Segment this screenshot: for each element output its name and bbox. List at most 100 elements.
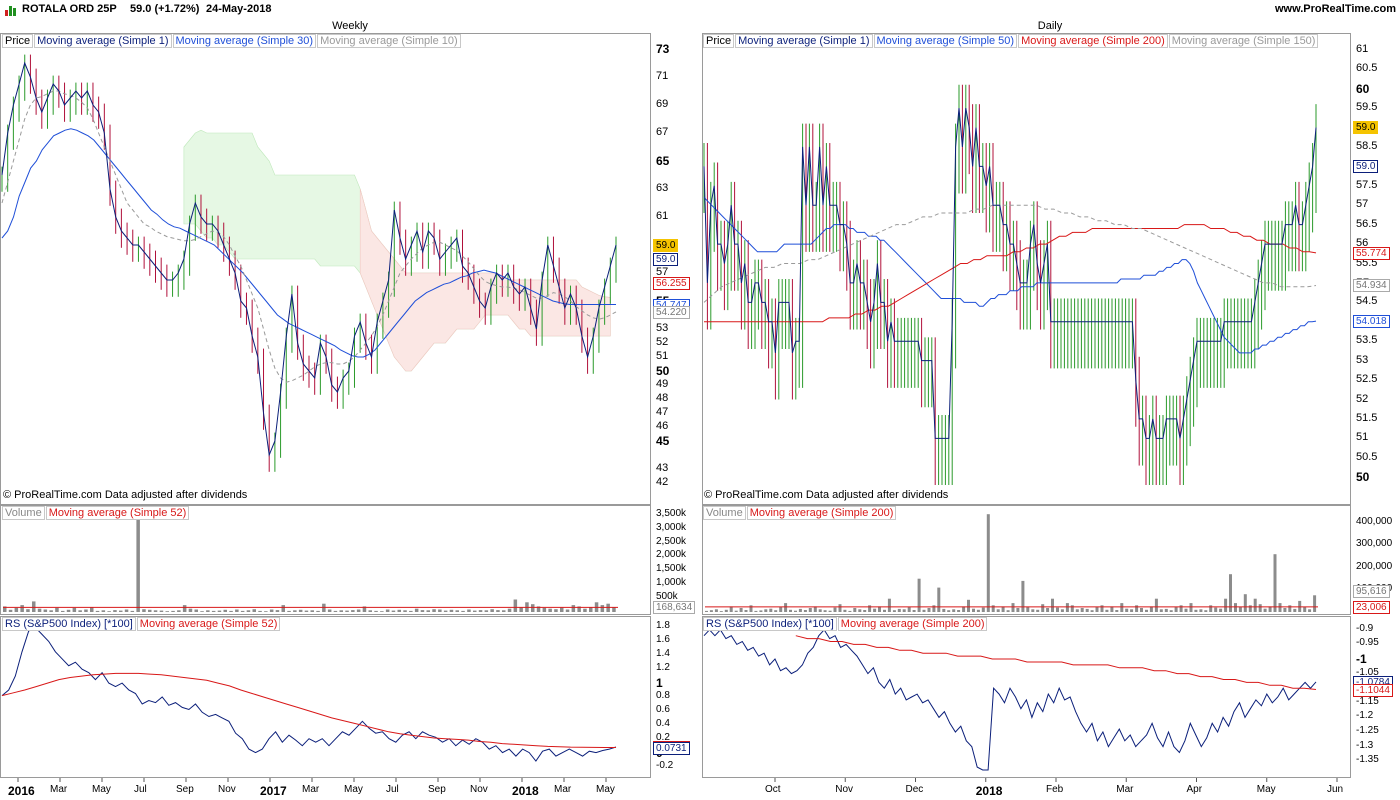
- volume-bar: [467, 609, 471, 612]
- volume-bar: [235, 609, 239, 612]
- y-tick-label: 49: [656, 378, 669, 390]
- volume-bar: [345, 610, 349, 612]
- volume-bar: [902, 609, 906, 612]
- volume-bar: [206, 610, 210, 612]
- last-value-tag: 59.0: [653, 239, 679, 252]
- volume-bar: [724, 609, 728, 612]
- rs-ma-line: [795, 635, 1317, 690]
- volume-bar: [853, 608, 857, 612]
- volume-bar: [409, 610, 413, 612]
- volume-bar: [1258, 604, 1262, 612]
- y-tick-label: 52: [656, 336, 669, 348]
- weekly-x-label: May: [596, 784, 615, 795]
- volume-bar: [972, 608, 975, 612]
- volume-bar: [1229, 574, 1232, 612]
- volume-bar: [200, 611, 204, 612]
- weekly-x-label: Jul: [134, 784, 147, 795]
- y-tick-label: 54.5: [1356, 295, 1378, 308]
- volume-bar: [531, 604, 535, 612]
- volume-bar: [1283, 608, 1287, 612]
- volume-bar: [1036, 609, 1040, 612]
- weekly-title: Weekly: [332, 20, 368, 32]
- ma30-line: [1, 128, 616, 358]
- volume-bar: [1095, 607, 1099, 612]
- weekly-x-label: May: [92, 784, 111, 795]
- volume-bar: [316, 610, 320, 612]
- volume-bar: [1194, 609, 1198, 612]
- volume-bar: [1115, 610, 1119, 612]
- volume-bar: [719, 611, 723, 612]
- volume-bar: [714, 609, 718, 612]
- volume-bar: [269, 609, 274, 612]
- weekly-x-label: 2018: [512, 784, 539, 798]
- rs-line: [703, 628, 1317, 771]
- volume-bar: [1248, 605, 1252, 612]
- volume-bar: [49, 610, 53, 612]
- volume-bar: [952, 609, 956, 612]
- volume-bar: [1288, 605, 1292, 612]
- y-tick-label: 42: [656, 476, 669, 488]
- volume-bar: [43, 609, 48, 612]
- last-value-tag: 23,006: [1353, 600, 1390, 614]
- daily-rs-legend: RS (S&P500 Index) [*100] Moving average …: [703, 617, 988, 631]
- weekly-price-legend: Price Moving average (Simple 1) Moving a…: [2, 34, 462, 48]
- volume-bar: [72, 607, 77, 612]
- y-tick-label: 50: [656, 364, 670, 378]
- volume-bar: [739, 608, 743, 612]
- weekly-volume-legend: Volume Moving average (Simple 52): [2, 506, 190, 520]
- volume-bar: [1303, 607, 1307, 612]
- volume-bar: [606, 603, 610, 612]
- volume-bar: [863, 610, 867, 612]
- volume-bar: [37, 608, 42, 612]
- volume-tick-label: 3,000k: [656, 521, 687, 533]
- legend-volume: Volume: [703, 506, 746, 520]
- y-tick-label: 73: [656, 42, 670, 56]
- daily-volume-panel[interactable]: [702, 505, 1351, 615]
- volume-tick-label: 2,000k: [656, 549, 687, 561]
- volume-bar: [502, 610, 506, 612]
- weekly-x-label: Mar: [302, 784, 320, 795]
- ma200-line: [704, 224, 1317, 323]
- rs-tick-label: 0.8: [656, 690, 670, 701]
- weekly-volume-panel[interactable]: [0, 505, 651, 615]
- legend-rs-ma200: Moving average (Simple 200): [837, 617, 988, 631]
- volume-bar: [542, 607, 547, 612]
- volume-bar: [1021, 580, 1025, 612]
- y-tick-label: 57: [656, 266, 669, 278]
- volume-bar: [496, 610, 500, 612]
- volume-bar: [1169, 610, 1173, 612]
- volume-bar: [490, 609, 494, 612]
- volume-bar: [769, 608, 773, 612]
- last-value-tag: 54.220: [653, 305, 690, 319]
- rs-ma-line: [1, 672, 616, 748]
- rs-tick-label: -0.9: [1356, 622, 1374, 634]
- volume-tick-label: 1,500k: [656, 563, 687, 575]
- weekly-price-panel[interactable]: [0, 33, 651, 505]
- volume-bar: [1100, 605, 1104, 612]
- daily-rs-panel[interactable]: [702, 616, 1351, 778]
- rs-tick-label: -1.05: [1356, 666, 1379, 678]
- volume-bar: [1214, 607, 1218, 612]
- volume-bar: [426, 610, 430, 612]
- volume-bar: [171, 610, 175, 612]
- volume-bar: [1070, 605, 1074, 612]
- last-value-tag: 54.018: [1353, 315, 1390, 329]
- volume-bar: [942, 608, 946, 612]
- volume-bar: [333, 610, 338, 612]
- site-link[interactable]: www.ProRealTime.com: [1274, 3, 1396, 15]
- volume-bar: [932, 605, 936, 612]
- rs-tick-label: 1: [656, 676, 663, 691]
- y-tick-label: 58.5: [1356, 139, 1378, 152]
- volume-bar: [813, 606, 817, 612]
- volume-bar: [1263, 608, 1267, 612]
- volume-bar: [1293, 608, 1297, 612]
- volume-bar: [258, 610, 262, 612]
- volume-bar: [1085, 608, 1089, 612]
- last-value-tag: 95,616: [1353, 584, 1390, 598]
- volume-bar: [1130, 609, 1134, 612]
- volume-bar: [1204, 610, 1208, 612]
- volume-tick-label: 300,000: [1356, 538, 1393, 550]
- volume-bar: [438, 609, 442, 612]
- volume-bar: [1125, 608, 1129, 612]
- volume-bar: [211, 610, 216, 612]
